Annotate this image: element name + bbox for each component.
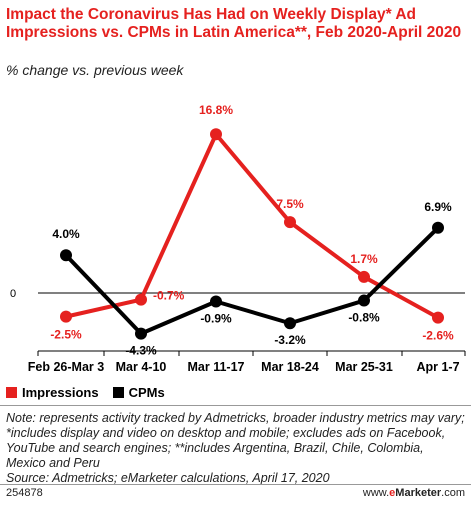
data-label-cpms: -0.9% [200, 312, 232, 326]
divider-bottom [0, 484, 471, 485]
data-point-cpms [60, 249, 72, 262]
data-point-cpms [135, 327, 147, 340]
data-point-impressions [135, 293, 147, 306]
zero-tick-label: 0 [10, 288, 16, 300]
data-label-impressions: 16.8% [199, 103, 233, 117]
brand-suffix: .com [441, 487, 465, 499]
legend-item-impressions: Impressions [6, 385, 99, 400]
x-tick-label: Apr 1-7 [416, 360, 459, 374]
x-tick-label: Mar 18-24 [261, 360, 319, 374]
legend-label-cpms: CPMs [128, 385, 165, 400]
data-point-cpms [284, 317, 296, 330]
data-label-cpms: 4.0% [52, 227, 80, 241]
brand-rest: Marketer [395, 487, 442, 499]
data-label-impressions: -2.5% [50, 328, 82, 342]
brand-www: www. [362, 487, 390, 499]
chart-subtitle: % change vs. previous week [6, 62, 184, 78]
x-tick-label: Mar 25-31 [335, 360, 393, 374]
chart-footer: 254878 www.eMarketer.com [6, 487, 465, 499]
data-point-cpms [358, 294, 370, 307]
data-point-impressions [60, 310, 72, 323]
legend-label-impressions: Impressions [22, 385, 99, 400]
data-point-impressions [210, 128, 222, 141]
brand-logo: www.eMarketer.com [363, 487, 465, 499]
data-label-impressions: -0.7% [153, 289, 185, 303]
legend-swatch-impressions [6, 387, 17, 398]
data-label-cpms: -0.8% [348, 311, 380, 325]
data-label-impressions: -2.6% [422, 329, 454, 343]
series-line-cpms [64, 226, 440, 336]
data-point-impressions [358, 270, 370, 283]
chart-legend: Impressions CPMs [6, 385, 179, 400]
legend-swatch-cpms [112, 387, 124, 398]
chart-data-labels: -2.5% -0.7% 16.8% 7.5% 1.7% -2.6% 4.0% -4.3% -0.… [50, 103, 454, 357]
x-tick-label: Feb 26-Mar 3 [28, 360, 104, 374]
data-label-cpms: -3.2% [274, 333, 306, 347]
x-tick-label: Mar 4-10 [116, 360, 167, 374]
brand-e: e [389, 487, 396, 499]
chart-id: 254878 [6, 487, 43, 499]
chart-axes: 0 Feb 26-Mar 3 Mar 4-10 Mar 11-17 Mar 18-24 M… [10, 288, 466, 374]
chart-note: Note: represents activity tracked by Adm… [6, 411, 466, 486]
note-text: Note: represents activity tracked by Adm… [6, 411, 465, 470]
data-point-impressions [284, 216, 296, 229]
x-tick-label: Mar 11-17 [188, 360, 245, 374]
series-line-impressions [65, 132, 439, 320]
chart-series [60, 128, 444, 340]
data-point-impressions [432, 311, 444, 324]
data-label-cpms: -4.3% [125, 344, 157, 358]
data-point-cpms [432, 221, 444, 234]
data-label-cpms: 6.9% [424, 200, 452, 214]
divider-top [0, 405, 471, 406]
data-label-impressions: 1.7% [350, 252, 378, 266]
source-text: Source: Admetricks; eMarketer calculatio… [6, 471, 330, 485]
legend-item-cpms: CPMs [112, 385, 165, 400]
data-label-impressions: 7.5% [276, 197, 304, 211]
data-point-cpms [210, 295, 222, 308]
chart-title: Impact the Coronavirus Has Had on Weekly… [6, 6, 462, 41]
